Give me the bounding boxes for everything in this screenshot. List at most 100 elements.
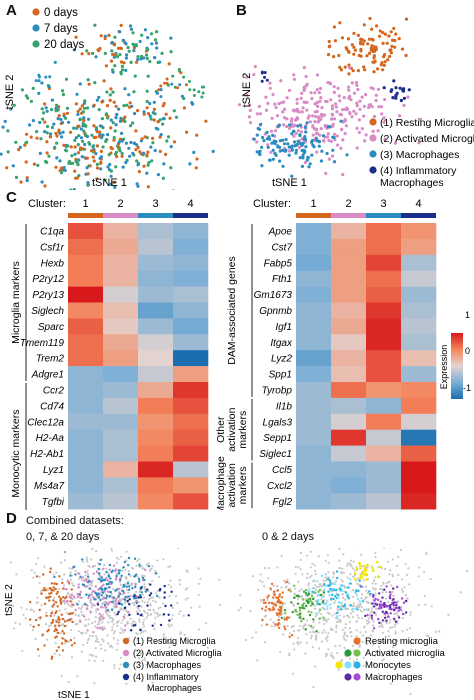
tsne-point (103, 578, 107, 582)
legend-b-swatch-1 (369, 134, 377, 142)
tsne-point (120, 574, 123, 577)
tsne-point (336, 608, 339, 611)
tsne-point (385, 585, 388, 588)
tsne-point (389, 604, 392, 607)
tsne-point (128, 598, 131, 601)
tsne-point (374, 587, 377, 590)
tsne-point (122, 590, 125, 593)
tsne-point (382, 55, 386, 59)
tsne-point (117, 602, 121, 605)
tsne-point (112, 138, 116, 142)
tsne-point (54, 642, 57, 645)
gene-label: Spp1 (269, 370, 292, 381)
tsne-point (94, 585, 98, 588)
tsne-point (377, 617, 380, 621)
tsne-point (294, 148, 299, 152)
tsne-point (149, 613, 152, 616)
heatmap-cell (103, 429, 139, 446)
tsne-point (381, 654, 384, 657)
tsne-point (341, 593, 344, 596)
tsne-point (145, 99, 149, 104)
tsne-point (151, 681, 154, 684)
tsne-point (211, 149, 215, 153)
tsne-point (95, 162, 99, 166)
tsne-point (279, 600, 282, 603)
panel-d-left: (1) Resting Microglia (2) Activated Micr… (0, 548, 237, 700)
tsne-point (76, 161, 80, 165)
tsne-point (373, 579, 376, 582)
tsne-point (188, 88, 192, 92)
tsne-point (382, 638, 385, 641)
tsne-point (148, 114, 152, 118)
tsne-point (394, 630, 397, 634)
tsne-point (357, 130, 361, 134)
tsne-point (338, 21, 342, 25)
tsne-point (76, 112, 80, 117)
tsne-point (264, 641, 267, 644)
tsne-point (85, 166, 89, 170)
tsne-point (392, 598, 395, 601)
tsne-point (367, 51, 372, 56)
tsne-point (269, 150, 273, 154)
tsne-point (145, 153, 149, 157)
tsne-point (106, 114, 110, 118)
tsne-point (142, 164, 146, 168)
tsne-point (392, 606, 395, 609)
tsne-scatter-b (237, 16, 423, 178)
tsne-point (149, 145, 153, 149)
tsne-point (261, 135, 265, 140)
tsne-point (106, 165, 110, 169)
tsne-point (320, 106, 324, 110)
tsne-point (49, 624, 53, 627)
tsne-point (327, 584, 330, 587)
tsne-point (321, 606, 324, 609)
gene-label: Adgre1 (31, 370, 64, 381)
tsne-point (365, 600, 368, 604)
gene-label: Apoe (268, 227, 293, 238)
tsne-point (20, 606, 23, 609)
tsne-point (391, 573, 394, 576)
heatmap-cell (68, 334, 104, 351)
tsne-point (142, 625, 145, 628)
tsne-point (329, 584, 332, 587)
tsne-point (103, 606, 106, 609)
tsne-point (70, 617, 73, 621)
tsne-point (76, 675, 79, 678)
tsne-point (111, 90, 115, 94)
tsne-point (61, 581, 64, 585)
tsne-point (271, 133, 275, 137)
tsne-point (109, 126, 113, 130)
tsne-point (358, 604, 361, 607)
tsne-point (191, 102, 195, 106)
tsne-point (82, 129, 86, 133)
tsne-point (352, 45, 356, 50)
tsne-point (359, 585, 363, 588)
tsne-point (197, 90, 201, 94)
tsne-point (307, 584, 310, 587)
tsne-point (375, 607, 378, 610)
tsne-point (374, 613, 378, 616)
tsne-point (303, 607, 306, 610)
tsne-point (88, 565, 91, 568)
tsne-point (267, 577, 270, 580)
tsne-point (393, 45, 397, 49)
tsne-point (104, 593, 107, 596)
tsne-point (374, 582, 377, 585)
tsne-point (368, 590, 371, 593)
tsne-point (80, 650, 83, 653)
tsne-point (14, 140, 18, 144)
tsne-point (309, 550, 313, 553)
tsne-point (300, 110, 304, 114)
tsne-point (298, 133, 302, 137)
tsne-point (117, 610, 120, 614)
tsne-point (45, 131, 49, 135)
heatmap-cell (296, 445, 332, 462)
tsne-point (318, 133, 322, 137)
legend-d-right-swatch (353, 661, 361, 669)
tsne-point (358, 561, 361, 565)
tsne-point (147, 564, 151, 568)
heatmap-cell (331, 461, 367, 478)
tsne-point (138, 564, 141, 567)
heatmap-cell (366, 397, 402, 415)
tsne-point (286, 142, 290, 146)
